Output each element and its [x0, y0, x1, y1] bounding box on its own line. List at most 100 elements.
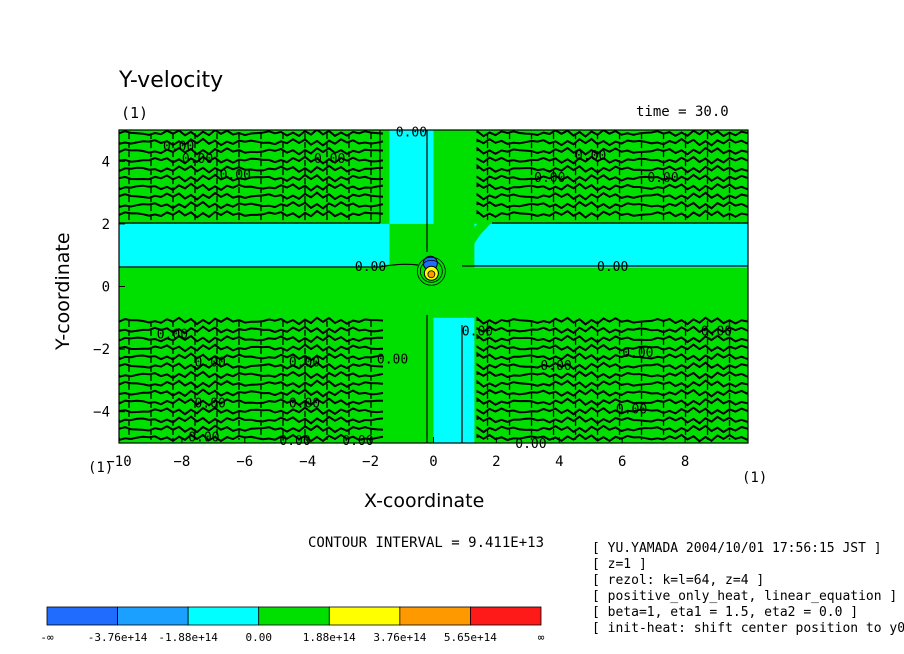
y-tick-label: 2: [102, 217, 110, 233]
contour-value-label: 0.00: [377, 352, 408, 367]
contour-line-layer: [119, 130, 748, 443]
x-unit-label: (1): [742, 470, 768, 486]
contour-value-label: 0.00: [314, 152, 345, 167]
contour-value-label: 0.00: [534, 171, 565, 186]
meta-line: [ init-heat: shift center position to y0…: [592, 621, 904, 636]
colorbar-label: -3.76e+14: [88, 631, 148, 644]
contour-line: [476, 406, 748, 416]
contour-line: [119, 164, 384, 174]
contour-line: [476, 155, 748, 165]
contour-line: [476, 146, 748, 156]
y-axis-label: Y-coordinate: [52, 232, 74, 350]
contour-line: [119, 137, 384, 147]
contour-value-label: 0.00: [355, 260, 386, 275]
contour-interval-text: CONTOUR INTERVAL = 9.411E+13: [308, 535, 545, 551]
colorbar-swatch: [399, 606, 471, 626]
contour-line: [119, 155, 384, 165]
colorbar-label: 5.65e+14: [444, 631, 497, 644]
contour-value-label: 0.00: [194, 356, 225, 371]
x-tick-label: −4: [299, 454, 316, 470]
contour-line: [476, 351, 748, 362]
contour-line: [476, 163, 748, 174]
contour-line: [476, 424, 748, 434]
contour-value-label: 0.00: [188, 431, 219, 446]
contour-value-label: 0.00: [701, 324, 732, 339]
negative-region: [474, 223, 748, 268]
x-axis-ticks: −10 −8 −6 −4 −2 0 2 4 6 8: [106, 437, 689, 470]
contour-line: [119, 130, 384, 138]
x-axis-label: X-coordinate: [364, 490, 485, 512]
negative-region: [119, 223, 390, 268]
x-tick-label: 4: [555, 454, 563, 470]
contour-value-label: 0.00: [597, 260, 628, 275]
contour-line: [119, 352, 384, 362]
colorbar-label: -1.88e+14: [158, 631, 218, 644]
vortex-positive-inner: [427, 270, 436, 279]
meta-line: [ positive_only_heat, linear_equation ]: [592, 589, 898, 604]
contour-line: [476, 200, 748, 210]
colorbar-label: 1.88e+14: [303, 631, 356, 644]
contour-line: [476, 343, 748, 353]
contour-line: [476, 379, 748, 389]
contour-value-label: 0.00: [622, 346, 653, 361]
contour-line: [119, 334, 383, 344]
y-tick-label: 0: [102, 280, 110, 296]
contour-value-label: 0.00: [540, 359, 571, 374]
panel-label: (1): [121, 104, 149, 122]
y-unit-label: (1): [88, 460, 114, 476]
contour-value-label: 0.00: [515, 437, 546, 452]
colorbar-swatch: [117, 606, 189, 626]
colorbar-swatch: [258, 606, 330, 626]
colorbar-label: 3.76e+14: [373, 631, 426, 644]
colorbar: -∞ -3.76e+14 -1.88e+14 0.00 1.88e+14 3.76e+14…: [40, 606, 545, 644]
contour-line: [119, 433, 384, 443]
contour-line: [119, 406, 384, 416]
contour-line: [119, 209, 384, 219]
x-tick-label: 2: [492, 454, 500, 470]
contour-value-label: 0.00: [163, 140, 194, 155]
contour-line: [476, 414, 748, 425]
contour-line: [476, 316, 748, 326]
contour-line: [119, 316, 384, 326]
y-tick-label: −4: [93, 405, 110, 421]
contour-value-label: 0.00: [575, 149, 606, 164]
contour-line: [476, 433, 748, 443]
contour-line: [476, 182, 748, 192]
contour-line: [476, 191, 748, 201]
contour-line: [476, 209, 748, 219]
y-axis-ticks: −4 −2 0 2 4: [93, 154, 125, 421]
colorbar-swatch: [328, 606, 401, 626]
contour-line: [119, 146, 384, 156]
contour-line: [119, 325, 384, 335]
contour-line: [476, 396, 748, 407]
contour-line: [476, 137, 748, 147]
meta-line: [ beta=1, eta1 = 1.5, eta2 = 0.0 ]: [592, 605, 859, 620]
contour-line: [476, 130, 748, 138]
contour-value-label: 0.00: [182, 152, 213, 167]
colorbar-label: 0.00: [245, 631, 272, 644]
contour-line: [476, 173, 748, 183]
colorbar-label: -∞: [40, 631, 54, 644]
contour-line: [119, 397, 384, 407]
contour-line: [119, 370, 384, 380]
contour-line: [476, 325, 748, 335]
meta-line: [ z=1 ]: [592, 557, 647, 572]
contour-line: [476, 370, 748, 380]
meta-line: [ YU.YAMADA 2004/10/01 17:56:15 JST ]: [592, 541, 882, 556]
meta-line: [ rezol: k=l=64, z=4 ]: [592, 573, 765, 588]
contour-line: [476, 361, 748, 371]
x-tick-label: 0: [429, 454, 437, 470]
contour-line: [476, 333, 748, 344]
contour-line: [119, 182, 384, 192]
x-tick-label: 8: [681, 454, 689, 470]
vortex-ring: [416, 256, 446, 286]
colorbar-swatch: [46, 606, 118, 626]
contour-value-label: 0.00: [616, 403, 647, 418]
contour-fill-layer: [119, 130, 748, 443]
contour-line: [119, 200, 384, 210]
contour-value-label: 0.00: [194, 396, 225, 411]
contour-line: [119, 415, 384, 425]
contour-line: [119, 361, 384, 371]
contour-value-label: 0.00: [462, 324, 493, 339]
